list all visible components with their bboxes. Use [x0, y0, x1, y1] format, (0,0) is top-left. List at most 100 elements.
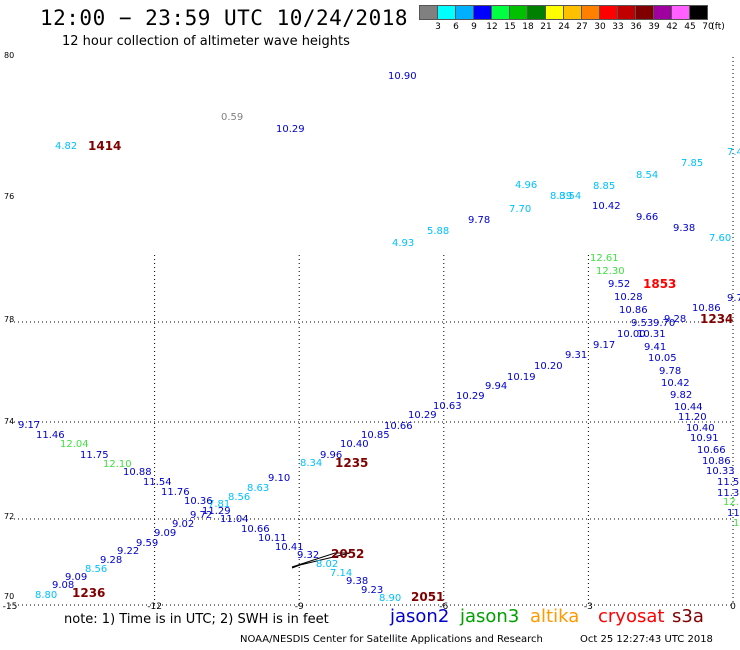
y-tick-label: 74 [4, 417, 14, 426]
y-tick-label: 70 [4, 592, 14, 601]
wave-height-label: 11 [727, 508, 740, 519]
wave-height-label: 10.42 [661, 378, 690, 389]
wave-height-label: 8.56 [85, 564, 107, 575]
wave-height-label: 10.36 [184, 496, 213, 507]
wave-height-label: 7.60 [709, 233, 731, 244]
wave-height-label: 9.38 [673, 223, 695, 234]
wave-height-label: 10.33 [706, 466, 735, 477]
wave-height-label: 8.80 [35, 590, 57, 601]
wave-height-label: 7.4 [727, 147, 740, 158]
scale-label: 33 [612, 22, 624, 32]
scale-label: 36 [630, 22, 642, 32]
scale-label: 45 [684, 22, 696, 32]
wave-height-label: 9.17 [18, 420, 40, 431]
wave-height-label: 10.66 [241, 524, 270, 535]
wave-height-label: 9.53 [631, 318, 653, 329]
wave-height-label: 0.59 [221, 112, 243, 123]
y-tick-label: 78 [4, 315, 14, 324]
mission-legend-item: altika [530, 606, 580, 627]
wave-height-label: 8.56 [228, 492, 250, 503]
wave-height-label: 9.78 [659, 366, 681, 377]
wave-height-label: 11.04 [220, 514, 249, 525]
wave-height-label: 10.05 [648, 353, 677, 364]
wave-height-label: 9.59 [136, 538, 158, 549]
x-tick-label: -12 [147, 602, 162, 612]
scale-label: 6 [453, 22, 459, 32]
wave-height-label: 9.22 [117, 546, 139, 557]
wave-height-label: 12.04 [60, 439, 89, 450]
wave-height-label: 8.39 [550, 191, 572, 202]
wave-height-label: 9.52 [608, 279, 630, 290]
page-title: 12:00 − 23:59 UTC 10/24/2018 [40, 6, 409, 30]
grid-lines [10, 57, 734, 606]
wave-height-label: 10.29 [456, 391, 485, 402]
scale-label: 15 [504, 22, 516, 32]
wave-height-labels: 10.90 0.59 10.29 4.82 9.78 5.88 4.93 7.70 4.96 8.… [18, 71, 740, 604]
scale-label: 18 [522, 22, 534, 32]
x-tick-label: -6 [439, 602, 448, 612]
wave-height-label: 9.96 [320, 450, 342, 461]
wave-height-label: 9.09 [65, 572, 87, 583]
wave-height-label: 11.54 [143, 477, 172, 488]
pass-time-label: 1853 [643, 277, 676, 291]
wave-height-label: 10.00 [617, 329, 646, 340]
wave-height-label: 12.30 [596, 266, 625, 277]
wave-height-label: 11.76 [161, 487, 190, 498]
wave-height-label: 11.53 [717, 477, 740, 488]
footer-note: note: 1) Time is in UTC; 2) SWH is in fe… [64, 612, 329, 627]
scale-label: 39 [648, 22, 660, 32]
wave-height-label: 9.38 [346, 576, 368, 587]
wave-height-label: 10.85 [361, 430, 390, 441]
x-tick-label: -9 [295, 602, 304, 612]
wave-height-label: 10.29 [408, 410, 437, 421]
wave-height-label: 10.86 [619, 305, 648, 316]
wave-height-label: 10.88 [123, 467, 152, 478]
wave-height-label: 10.40 [686, 423, 715, 434]
wave-height-label: 9.94 [485, 381, 507, 392]
wave-height-label: 10.90 [388, 71, 417, 82]
wave-height-label: 9.70 [653, 318, 675, 329]
y-tick-label: 80 [4, 51, 14, 60]
wave-height-label: 9.28 [100, 555, 122, 566]
wave-height-label: 10.91 [690, 433, 719, 444]
wave-height-label: 10.31 [637, 329, 666, 340]
scale-label: 9 [471, 22, 477, 32]
track-segment [291, 552, 351, 569]
scale-label: 30 [594, 22, 606, 32]
scale-label: 24 [558, 22, 570, 32]
pass-time-label: 1235 [335, 456, 368, 470]
wave-height-label: 9.09 [154, 528, 176, 539]
wave-height-label: 10.42 [592, 201, 621, 212]
wave-height-label: 9.17 [593, 340, 615, 351]
wave-height-label: 10.28 [614, 292, 643, 303]
wave-height-label: 7.70 [509, 204, 531, 215]
wave-height-label: 10.63 [433, 401, 462, 412]
mission-legend-item: jason2 [390, 606, 450, 627]
scale-label: 12 [486, 22, 498, 32]
wave-height-label: 11.20 [678, 412, 707, 423]
wave-height-label: 12. [723, 497, 739, 508]
wave-height-label: 9.78 [468, 215, 490, 226]
x-tick-label: -15 [3, 602, 18, 612]
color-swatch-row [419, 5, 708, 20]
wave-height-label: 10.40 [340, 439, 369, 450]
wave-height-label: 9.72 [190, 510, 212, 521]
wave-height-label: 8.02 [316, 559, 338, 570]
wave-height-label: 9.7 [727, 293, 740, 304]
wave-height-label: 8.85 [593, 181, 615, 192]
pass-time-label: 2052 [331, 547, 364, 561]
wave-height-label: 7.14 [330, 568, 352, 579]
wave-height-label: 10.19 [507, 372, 536, 383]
scale-label: 42 [666, 22, 678, 32]
wave-height-label: 9.02 [172, 519, 194, 530]
wave-height-label: 9.41 [644, 342, 666, 353]
wave-height-label: 8.54 [636, 170, 658, 181]
wave-height-label: 9.10 [268, 473, 290, 484]
wave-height-label: 10.20 [534, 361, 563, 372]
wave-height-label: 8.54 [559, 191, 581, 202]
wave-height-label: 8.63 [247, 483, 269, 494]
track-lines [291, 552, 351, 569]
wave-height-label: 9.66 [636, 212, 658, 223]
scale-label: 70 [702, 22, 714, 32]
